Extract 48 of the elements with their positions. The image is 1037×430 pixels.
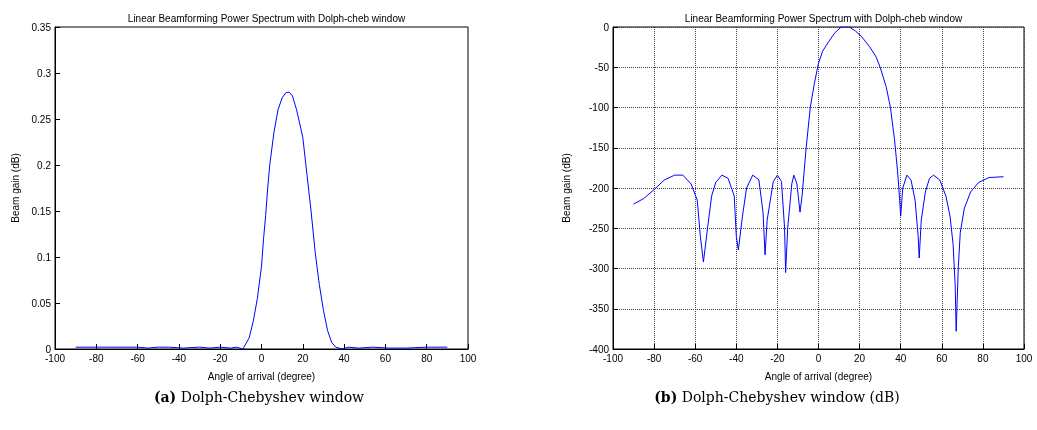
y-tick-label: -400	[588, 343, 610, 355]
y-tick-label: -100	[588, 102, 610, 113]
x-tick-label: -40	[729, 352, 744, 364]
y-tick-label: 0.35	[31, 21, 52, 33]
chart-title: Linear Beamforming Power Spectrum with Dolph-cheb window	[127, 12, 406, 24]
x-tick-label: -100	[602, 352, 624, 364]
y-tick-label: 0	[45, 343, 52, 355]
line-series	[75, 91, 448, 350]
x-tick-label: 20	[854, 352, 866, 364]
chart-title: Linear Beamforming Power Spectrum with Dolph-cheb window	[684, 12, 963, 24]
x-tick-label: -60	[130, 352, 146, 364]
x-axis-title: Angle of arrival (degree)	[764, 370, 873, 382]
x-tick-label: 100	[1015, 352, 1033, 364]
x-tick-label: 60	[936, 352, 948, 364]
y-tick-label: 0	[603, 21, 610, 33]
x-tick-label: -60	[687, 352, 703, 364]
x-axis-title: Angle of arrival (degree)	[207, 370, 316, 382]
y-tick-label: 0.2	[37, 159, 52, 171]
x-tick-label: 20	[297, 352, 309, 364]
x-tick-label: -80	[646, 352, 662, 364]
x-tick-label: 80	[421, 352, 433, 364]
y-tick-label: -350	[588, 303, 610, 315]
line-series	[633, 26, 1004, 332]
x-tick-label: 40	[895, 352, 907, 364]
x-tick-label: 60	[379, 352, 392, 364]
y-tick-label: -200	[588, 182, 610, 194]
x-tick-label: -20	[770, 352, 786, 364]
text: (b) Dolph-Chebyshev window (dB)	[654, 389, 900, 405]
x-tick-label: -20	[212, 352, 228, 364]
y-tick-label: -250	[588, 222, 610, 234]
y-axis-title: Beam gain (dB)	[9, 153, 21, 223]
y-tick-label: -150	[588, 142, 610, 154]
y-tick-label: 0.15	[31, 205, 52, 217]
y-tick-label: -50	[594, 61, 610, 73]
y-tick-label: 0.3	[37, 67, 52, 79]
text: (a) Dolph-Chebyshev window	[153, 389, 365, 405]
x-tick-label: 100	[459, 352, 477, 364]
x-tick-label: -80	[89, 352, 104, 364]
y-axis-title: Beam gain (dB)	[560, 153, 572, 223]
y-tick-label: 0.1	[37, 251, 52, 263]
y-tick-label: -300	[588, 263, 610, 274]
x-tick-label: 40	[338, 352, 351, 364]
x-tick-label: 0	[815, 352, 822, 364]
x-tick-label: -40	[171, 352, 187, 364]
x-tick-label: 0	[258, 352, 265, 364]
y-tick-label: 0.05	[31, 297, 52, 309]
y-tick-label: 0.25	[31, 113, 52, 125]
x-tick-label: 80	[977, 352, 989, 364]
